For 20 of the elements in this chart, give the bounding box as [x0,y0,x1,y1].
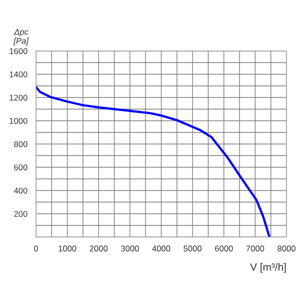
x-tick-label: 0 [34,246,38,252]
y-tick-label: 600 [14,164,28,170]
y-tick-label: 1600 [10,48,28,54]
y-tick-label: 1000 [10,118,28,124]
y-axis-title: Δpc [Pa] [14,28,29,46]
x-tick-label: 3000 [120,246,139,252]
x-tick-label: 1000 [58,246,76,252]
y-tick-label: 200 [14,210,28,217]
y-tick-label: 400 [14,188,28,194]
x-tick-label: 5000 [184,246,202,252]
x-axis-title: V [m³/h] [250,263,286,273]
y-tick-label: 1400 [10,71,28,78]
x-tick-label: 8000 [278,246,296,252]
x-tick-label: 6000 [215,246,233,252]
y-tick-label: 800 [14,141,28,148]
x-tick-label: 7000 [246,246,264,252]
y-tick-label: 1200 [10,94,28,101]
line-series [36,86,271,237]
x-tick-label: 4000 [152,246,170,252]
x-tick-label: 2000 [90,246,108,252]
